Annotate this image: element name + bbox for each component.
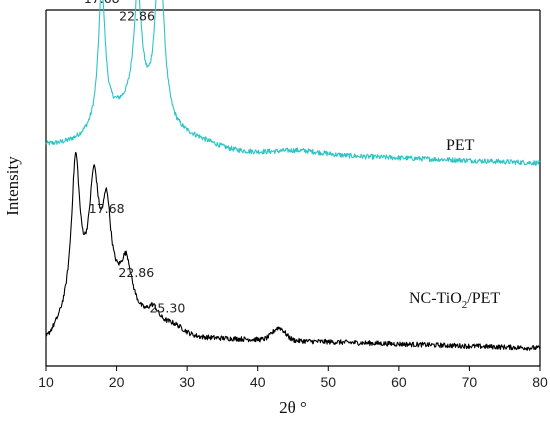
- x-tick-label: 80: [532, 374, 548, 390]
- x-tick-label: 60: [391, 374, 407, 390]
- peak-label: 22.86: [119, 9, 155, 24]
- series-line-nc-tio2-pet: [45, 151, 541, 351]
- series-label-pet: PET: [446, 137, 475, 154]
- x-tick-label: 40: [250, 374, 266, 390]
- x-tick-label: 70: [462, 374, 478, 390]
- series-label-nc-tio2-pet: NC-TiO2/PET: [409, 290, 500, 311]
- peak-label: 17.68: [89, 201, 125, 216]
- peak-label: 17.68: [84, 0, 120, 6]
- series-group: [45, 0, 541, 351]
- x-tick-label: 20: [109, 374, 125, 390]
- peak-label: 25.30: [149, 301, 185, 316]
- x-axis-title: 2θ °: [279, 398, 307, 417]
- peak-label: 22.86: [118, 265, 154, 280]
- x-tick-label: 10: [38, 374, 54, 390]
- y-axis-title: Intensity: [3, 156, 22, 216]
- x-tick-label: 30: [179, 374, 195, 390]
- x-ticks: 10 20 30 40 50 60 70 80: [38, 366, 548, 390]
- x-tick-label: 50: [320, 374, 336, 390]
- series-line-pet: [45, 0, 541, 166]
- plot-frame: [45, 9, 541, 367]
